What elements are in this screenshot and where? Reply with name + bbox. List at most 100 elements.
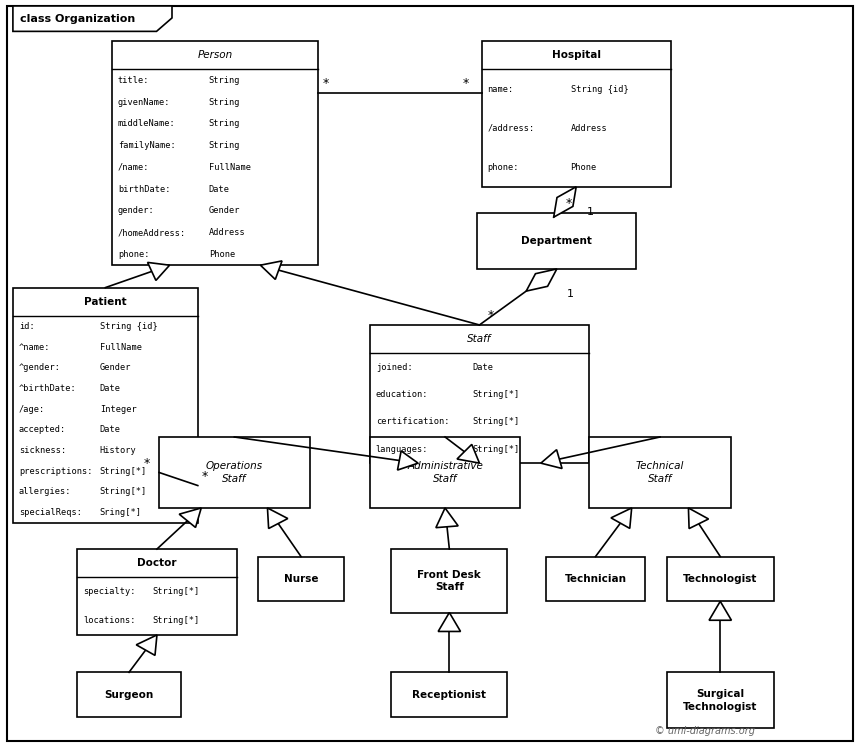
Text: Phone: Phone <box>570 163 597 172</box>
Text: joined:: joined: <box>376 362 413 371</box>
Text: *: * <box>322 78 329 90</box>
Polygon shape <box>541 450 562 468</box>
FancyBboxPatch shape <box>477 213 636 269</box>
Polygon shape <box>179 508 201 527</box>
Text: Technician: Technician <box>564 574 627 584</box>
Text: Date: Date <box>473 362 494 371</box>
Text: ^name:: ^name: <box>19 343 51 352</box>
Text: middleName:: middleName: <box>118 120 175 128</box>
Text: familyName:: familyName: <box>118 141 175 150</box>
Polygon shape <box>611 508 631 528</box>
Text: specialReqs:: specialReqs: <box>19 508 82 517</box>
Polygon shape <box>267 508 288 529</box>
Text: Gender: Gender <box>100 363 132 372</box>
Text: Date: Date <box>209 185 230 193</box>
Text: birthDate:: birthDate: <box>118 185 170 193</box>
Polygon shape <box>13 6 172 31</box>
FancyBboxPatch shape <box>546 557 645 601</box>
Text: String[*]: String[*] <box>100 487 147 496</box>
Text: FullName: FullName <box>100 343 142 352</box>
Polygon shape <box>261 261 282 279</box>
Text: String[*]: String[*] <box>473 445 520 454</box>
Text: Gender: Gender <box>209 206 240 215</box>
Text: Nurse: Nurse <box>284 574 318 584</box>
FancyBboxPatch shape <box>391 549 507 613</box>
Text: Date: Date <box>100 425 120 434</box>
Text: /address:: /address: <box>488 123 535 133</box>
Text: givenName:: givenName: <box>118 98 170 107</box>
Text: allergies:: allergies: <box>19 487 71 496</box>
Text: title:: title: <box>118 76 150 85</box>
Text: © uml-diagrams.org: © uml-diagrams.org <box>655 725 755 736</box>
Text: Hospital: Hospital <box>552 50 600 61</box>
Text: String[*]: String[*] <box>473 390 520 399</box>
Text: *: * <box>463 78 469 90</box>
Text: Date: Date <box>100 384 120 393</box>
FancyBboxPatch shape <box>391 672 507 717</box>
FancyBboxPatch shape <box>589 437 731 508</box>
FancyBboxPatch shape <box>482 41 671 187</box>
Text: Sring[*]: Sring[*] <box>100 508 142 517</box>
FancyBboxPatch shape <box>370 437 520 508</box>
Text: Surgeon: Surgeon <box>104 689 154 700</box>
FancyBboxPatch shape <box>666 557 774 601</box>
Text: *: * <box>566 197 572 210</box>
Text: locations:: locations: <box>83 616 136 625</box>
Text: String: String <box>209 76 240 85</box>
Text: String: String <box>209 120 240 128</box>
Text: FullName: FullName <box>209 163 251 172</box>
FancyBboxPatch shape <box>370 325 589 463</box>
Polygon shape <box>526 269 557 291</box>
Text: /name:: /name: <box>118 163 150 172</box>
Text: Technical
Staff: Technical Staff <box>636 462 685 483</box>
Text: Staff: Staff <box>467 334 492 344</box>
Text: Patient: Patient <box>84 297 126 307</box>
FancyBboxPatch shape <box>159 437 310 508</box>
Text: Front Desk
Staff: Front Desk Staff <box>417 570 482 592</box>
Polygon shape <box>136 635 157 655</box>
Text: String[*]: String[*] <box>473 418 520 427</box>
Polygon shape <box>554 187 576 217</box>
Polygon shape <box>457 444 480 463</box>
Text: Phone: Phone <box>209 249 235 258</box>
Text: Administrative
Staff: Administrative Staff <box>407 462 483 483</box>
FancyBboxPatch shape <box>7 6 853 741</box>
Text: /homeAddress:: /homeAddress: <box>118 228 186 237</box>
Text: gender:: gender: <box>118 206 155 215</box>
Text: String {id}: String {id} <box>570 84 629 93</box>
Polygon shape <box>709 601 731 620</box>
Text: *: * <box>202 471 208 483</box>
Text: id:: id: <box>19 322 34 331</box>
Polygon shape <box>148 262 169 280</box>
Text: specialty:: specialty: <box>83 587 136 596</box>
Text: Technologist: Technologist <box>683 574 758 584</box>
FancyBboxPatch shape <box>112 41 318 265</box>
Text: String: String <box>209 98 240 107</box>
Text: Operations
Staff: Operations Staff <box>206 462 263 483</box>
Text: Address: Address <box>209 228 246 237</box>
Text: sickness:: sickness: <box>19 446 66 455</box>
FancyBboxPatch shape <box>258 557 344 601</box>
Text: Surgical
Technologist: Surgical Technologist <box>683 689 758 711</box>
Text: *: * <box>144 457 150 471</box>
Text: Address: Address <box>570 123 607 133</box>
Polygon shape <box>688 508 709 529</box>
Text: education:: education: <box>376 390 428 399</box>
FancyBboxPatch shape <box>77 672 181 717</box>
Text: Person: Person <box>198 50 232 61</box>
Text: prescriptions:: prescriptions: <box>19 467 92 476</box>
Text: ^birthDate:: ^birthDate: <box>19 384 77 393</box>
Text: name:: name: <box>488 84 514 93</box>
Text: String[*]: String[*] <box>100 467 147 476</box>
Text: Integer: Integer <box>100 405 137 414</box>
Text: 1: 1 <box>587 207 593 217</box>
Text: String: String <box>209 141 240 150</box>
Text: String {id}: String {id} <box>100 322 157 331</box>
Text: String[*]: String[*] <box>152 616 200 625</box>
Text: Doctor: Doctor <box>138 558 176 568</box>
Text: *: * <box>488 309 494 322</box>
Text: phone:: phone: <box>118 249 150 258</box>
Polygon shape <box>438 613 461 631</box>
FancyBboxPatch shape <box>13 288 198 523</box>
Text: /age:: /age: <box>19 405 46 414</box>
